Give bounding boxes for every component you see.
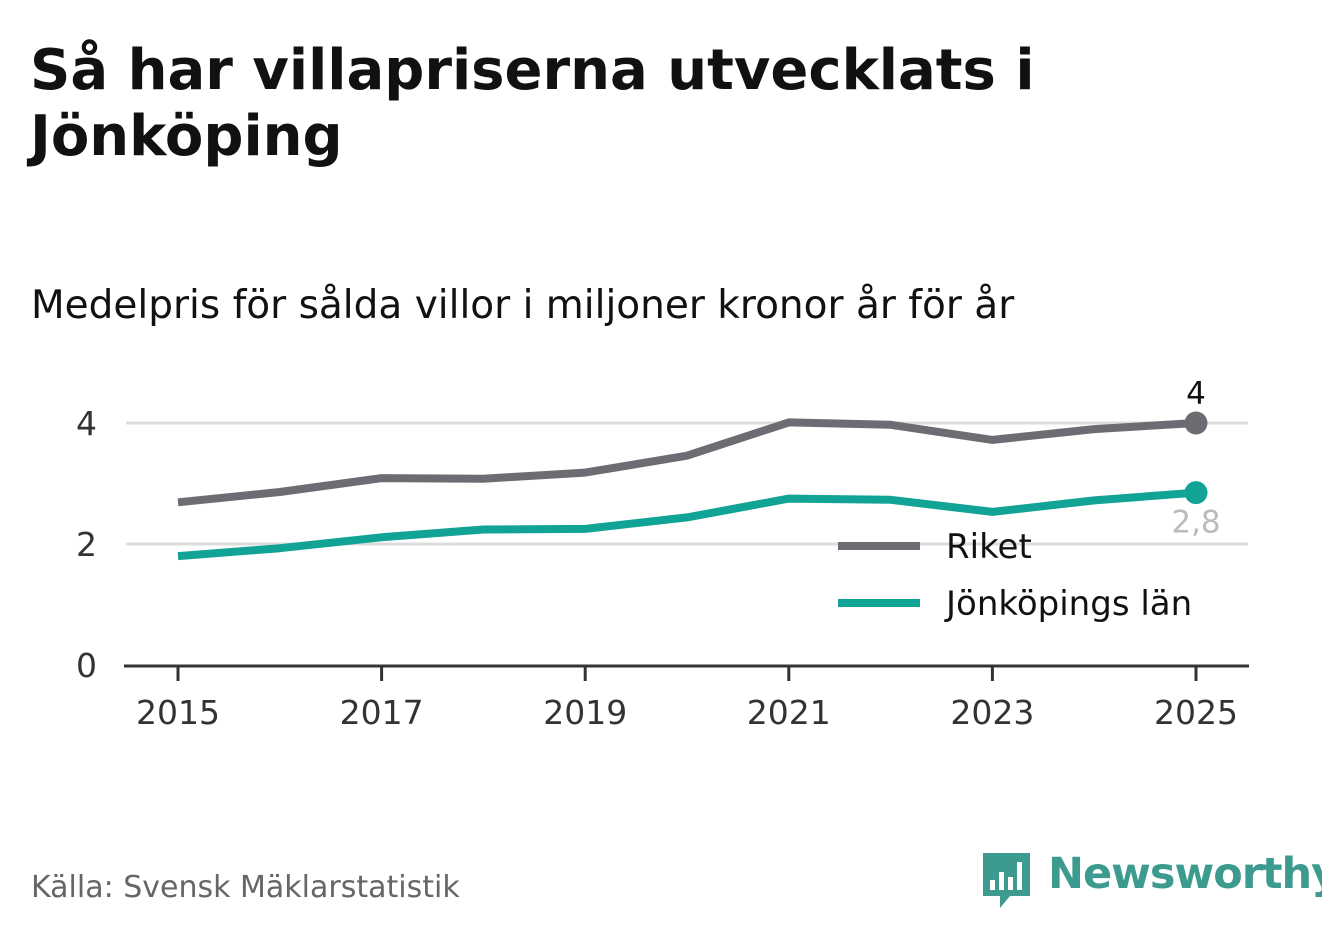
- x-tick-label-2017: 2017: [340, 693, 424, 732]
- series-line-riket: [177, 418, 1197, 507]
- end-labels: 42,8: [1171, 376, 1220, 541]
- y-tick-label-4: 4: [76, 404, 97, 443]
- chart-subtitle: Medelpris för sålda villor i miljoner kr…: [31, 283, 1015, 328]
- page-title: Så har villapriserna utvecklats i Jönköp…: [30, 38, 1035, 169]
- source-note: Källa: Svensk Mäklarstatistik: [31, 870, 460, 905]
- y-tick-label-2: 2: [76, 525, 97, 564]
- end-label-lan: 2,8: [1171, 505, 1220, 541]
- x-axis: 2015 2017 2019 2021 2023 2025: [124, 664, 1249, 732]
- newsworthy-logo-text: Newsworthy: [1048, 849, 1322, 899]
- series-line-lan: [177, 488, 1197, 561]
- line-chart: 024 2015 2017 2019 2021 2023 2025 42,8 RiketJ…: [76, 376, 1249, 732]
- series-lines: [177, 411, 1208, 561]
- x-tick-label-2025: 2025: [1154, 693, 1238, 732]
- series-endpoint-riket: [1184, 411, 1208, 435]
- newsworthy-logo-icon: [983, 853, 1030, 908]
- x-tick-label-2023: 2023: [950, 693, 1034, 732]
- newsworthy-logo: Newsworthy: [980, 850, 1322, 910]
- gridlines: [126, 421, 1248, 546]
- series-endpoint-lan: [1184, 481, 1208, 505]
- legend: Riket Jönköpings län: [838, 527, 1192, 624]
- end-label-riket: 4: [1186, 376, 1206, 412]
- y-tick-label-0: 0: [76, 646, 97, 685]
- y-axis-ticks: 0 2 4: [76, 404, 97, 685]
- x-tick-label-2021: 2021: [747, 693, 831, 732]
- legend-label-lan: Jönköpings län: [944, 584, 1192, 624]
- legend-label-riket: Riket: [946, 527, 1032, 567]
- x-tick-label-2015: 2015: [136, 693, 220, 732]
- x-tick-label-2019: 2019: [543, 693, 627, 732]
